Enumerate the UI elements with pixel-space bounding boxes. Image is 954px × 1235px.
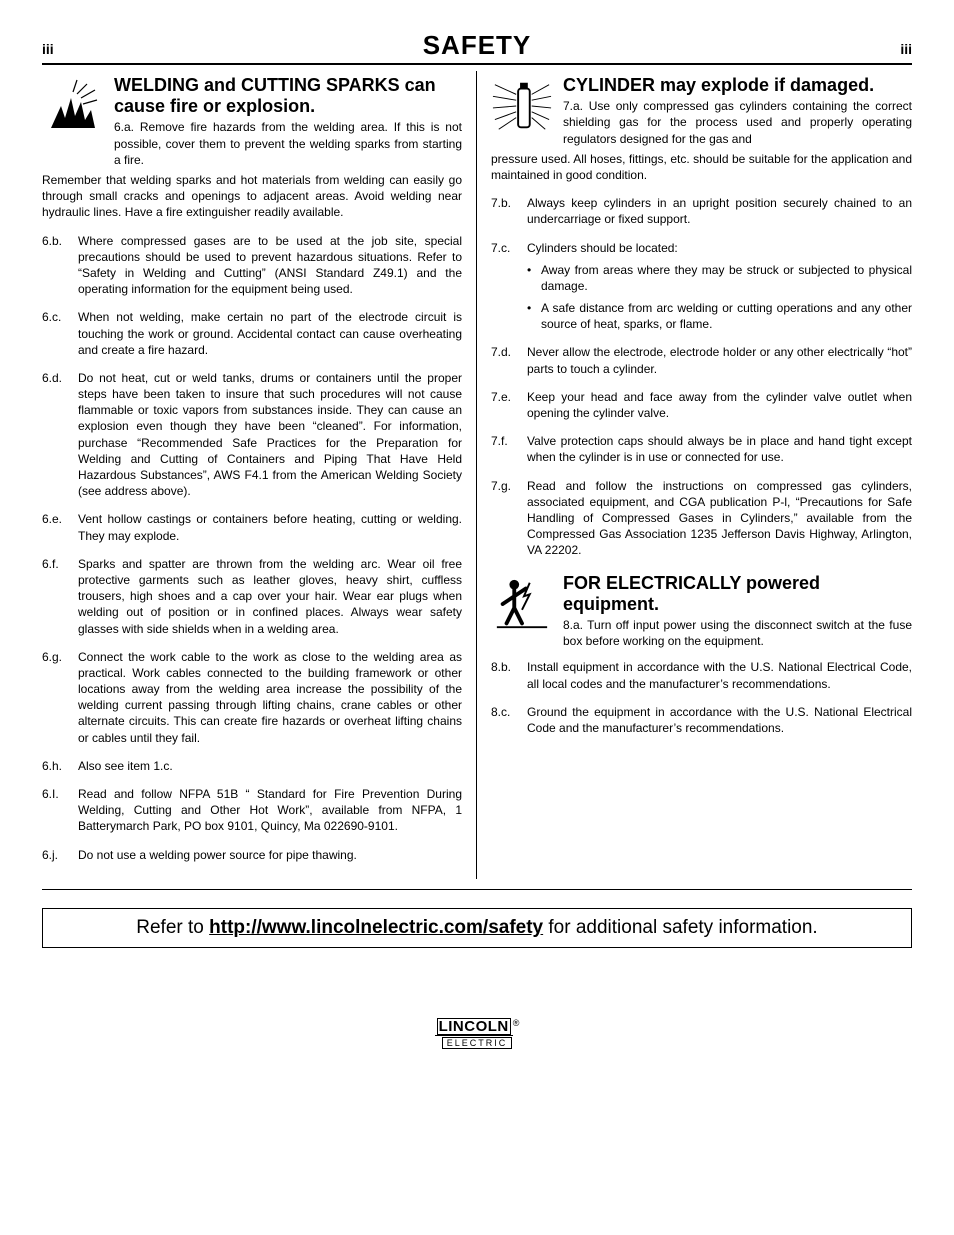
item-8a-inline: 8.a. Turn off input power using the disc…: [563, 617, 912, 649]
item-text: Valve protection caps should always be i…: [527, 433, 912, 465]
list-item: 6.f. Sparks and spatter are thrown from t…: [42, 556, 462, 637]
item-text: Read and follow the instructions on comp…: [527, 478, 912, 559]
item-text: Remove fire hazards from the welding are…: [114, 120, 462, 166]
item-num: 6.b.: [42, 233, 70, 298]
item-num: 7.a.: [563, 99, 583, 113]
item-text: Install equipment in accordance with the…: [527, 659, 912, 691]
item-num: 7.g.: [491, 478, 519, 559]
section-welding-title: WELDING and CUTTING SPARKS can cause fir…: [114, 75, 462, 117]
item-text: Read and follow NFPA 51B “ Standard for …: [78, 786, 462, 835]
item-text: Do not use a welding power source for pi…: [78, 847, 462, 863]
list-item: 6.d. Do not heat, cut or weld tanks, drum…: [42, 370, 462, 500]
list-item: 6.e. Vent hollow castings or containers b…: [42, 511, 462, 543]
item-num: 7.c.: [491, 240, 519, 333]
item-text: Where compressed gases are to be used at…: [78, 233, 462, 298]
refer-post: for additional safety information.: [543, 917, 818, 938]
list-item: 6.b. Where compressed gases are to be use…: [42, 233, 462, 298]
item-num: 6.g.: [42, 649, 70, 746]
logo-bottom: ELECTRIC: [442, 1037, 513, 1049]
bullet-icon: •: [527, 262, 535, 294]
page-number-left: iii: [42, 41, 82, 57]
sub-text: A safe distance from arc welding or cutt…: [541, 300, 912, 332]
item-text: Cylinders should be located:•Away from a…: [527, 240, 912, 333]
item-num: 7.b.: [491, 195, 519, 227]
item-text: Keep your head and face away from the cy…: [527, 389, 912, 421]
item-num: 6.I.: [42, 786, 70, 835]
list-item: 8.c. Ground the equipment in accordance w…: [491, 704, 912, 736]
bullet-icon: •: [527, 300, 535, 332]
logo-top: LINCOLN: [437, 1018, 511, 1035]
refer-url[interactable]: http://www.lincolnelectric.com/safety: [209, 917, 543, 938]
item-text: Also see item 1.c.: [78, 758, 462, 774]
item-6a-inline: 6.a. Remove fire hazards from the weldin…: [114, 119, 462, 168]
section-welding-head: WELDING and CUTTING SPARKS can cause fir…: [42, 75, 462, 168]
refer-box: Refer to http://www.lincolnelectric.com/…: [42, 908, 912, 948]
item-text: When not welding, make certain no part o…: [78, 309, 462, 358]
item-text: Turn off input power using the disconnec…: [563, 618, 912, 648]
item-num: 6.j.: [42, 847, 70, 863]
content-wrap: WELDING and CUTTING SPARKS can cause fir…: [42, 71, 912, 890]
item-num: 7.e.: [491, 389, 519, 421]
item-num: 8.c.: [491, 704, 519, 736]
section-electrical-title: FOR ELECTRICALLY powered equipment.: [563, 573, 912, 615]
logo: LINCOLN® ELECTRIC: [42, 1018, 912, 1049]
section-cylinder-head: CYLINDER may explode if damaged. 7.a. Us…: [491, 75, 912, 147]
item-text: Ground the equipment in accordance with …: [527, 704, 912, 736]
right-column: CYLINDER may explode if damaged. 7.a. Us…: [477, 71, 912, 879]
list-item: 6.c. When not welding, make certain no pa…: [42, 309, 462, 358]
page-header: iii SAFETY iii: [42, 30, 912, 65]
item-7a-cont: pressure used. All hoses, fittings, etc.…: [491, 151, 912, 183]
refer-pre: Refer to: [136, 917, 209, 938]
item-num: 7.f.: [491, 433, 519, 465]
registered-mark: ®: [513, 1018, 520, 1028]
item-6a-cont: Remember that welding sparks and hot mat…: [42, 172, 462, 221]
item-num: 8.a.: [563, 618, 583, 632]
item-text: Sparks and spatter are thrown from the w…: [78, 556, 462, 637]
item-7a-inline: 7.a. Use only compressed gas cylinders c…: [563, 98, 912, 147]
item-text: Always keep cylinders in an upright posi…: [527, 195, 912, 227]
item-text: Vent hollow castings or containers befor…: [78, 511, 462, 543]
item-text: Never allow the electrode, electrode hol…: [527, 344, 912, 376]
list-item: 7.c. Cylinders should be located:•Away fr…: [491, 240, 912, 333]
section-electrical-head: FOR ELECTRICALLY powered equipment. 8.a.…: [491, 573, 912, 650]
list-item: 6.I. Read and follow NFPA 51B “ Standard …: [42, 786, 462, 835]
item-num: 6.h.: [42, 758, 70, 774]
list-item: 7.g. Read and follow the instructions on …: [491, 478, 912, 559]
item-text: Do not heat, cut or weld tanks, drums or…: [78, 370, 462, 500]
list-item: 6.g. Connect the work cable to the work a…: [42, 649, 462, 746]
electric-shock-icon: [491, 573, 553, 635]
list-item: 6.h. Also see item 1.c.: [42, 758, 462, 774]
item-num: 7.d.: [491, 344, 519, 376]
list-item: 7.d. Never allow the electrode, electrode…: [491, 344, 912, 376]
item-num: 6.e.: [42, 511, 70, 543]
item-num: 6.a.: [114, 120, 134, 134]
list-item: 8.b. Install equipment in accordance with…: [491, 659, 912, 691]
cylinder-explode-icon: [491, 75, 553, 137]
sub-item: •A safe distance from arc welding or cut…: [527, 300, 912, 332]
sub-text: Away from areas where they may be struck…: [541, 262, 912, 294]
list-item: 6.j. Do not use a welding power source fo…: [42, 847, 462, 863]
list-item: 7.b. Always keep cylinders in an upright …: [491, 195, 912, 227]
item-num: 6.f.: [42, 556, 70, 637]
section-cylinder-title: CYLINDER may explode if damaged.: [563, 75, 912, 96]
item-text: Use only compressed gas cylinders contai…: [563, 99, 912, 145]
page-number-right: iii: [872, 41, 912, 57]
item-num: 6.d.: [42, 370, 70, 500]
fire-sparks-icon: [42, 75, 104, 137]
two-column-layout: WELDING and CUTTING SPARKS can cause fir…: [42, 71, 912, 879]
page-title: SAFETY: [82, 30, 872, 61]
item-num: 8.b.: [491, 659, 519, 691]
sub-item: •Away from areas where they may be struc…: [527, 262, 912, 294]
item-text: Connect the work cable to the work as cl…: [78, 649, 462, 746]
left-column: WELDING and CUTTING SPARKS can cause fir…: [42, 71, 477, 879]
item-num: 6.c.: [42, 309, 70, 358]
list-item: 7.f. Valve protection caps should always …: [491, 433, 912, 465]
list-item: 7.e. Keep your head and face away from th…: [491, 389, 912, 421]
